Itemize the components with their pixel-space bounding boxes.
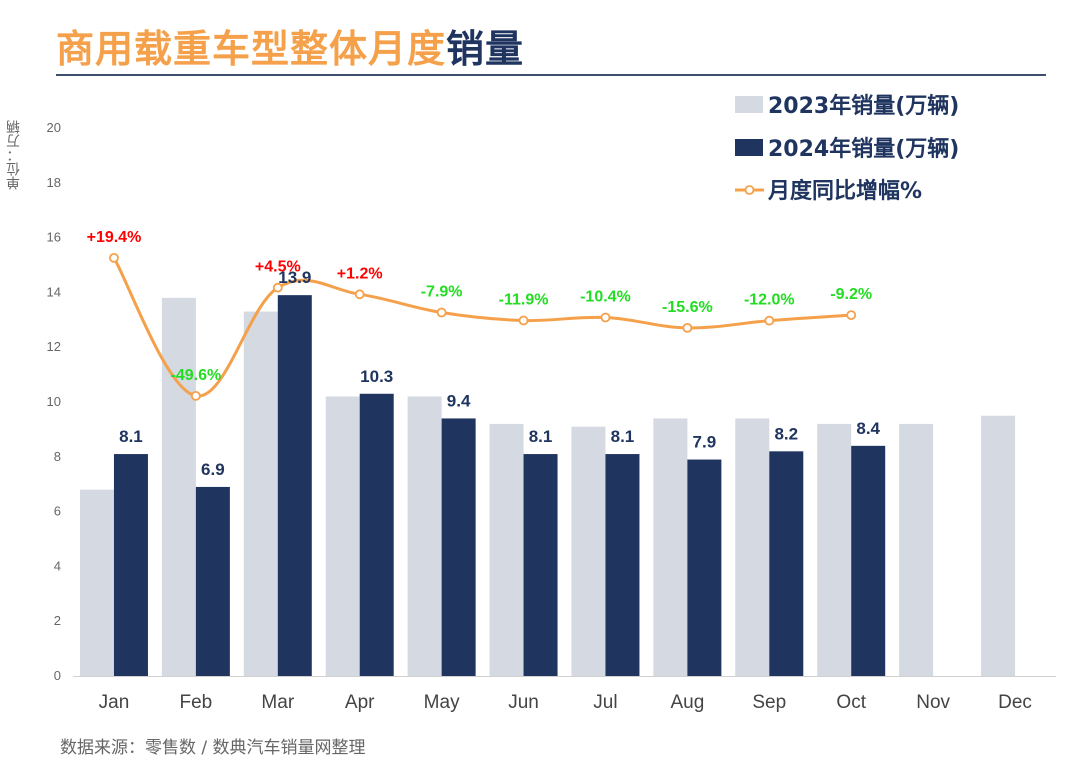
- bar-2024-jun: [523, 454, 558, 676]
- bar-2024-value-label: 8.4: [856, 419, 880, 438]
- yoy-value-label: -11.9%: [499, 292, 549, 309]
- yoy-line-path: [112, 257, 852, 398]
- yoy-value-label: -10.4%: [580, 289, 631, 306]
- bar-2023-dec: [981, 415, 1016, 676]
- bar-2024-may: [441, 418, 476, 676]
- legend-label-2024: 2024年销量(万辆): [768, 136, 959, 162]
- bar-2024-value-label: 8.2: [774, 424, 798, 443]
- yoy-point: [109, 252, 119, 263]
- bar-2024-apr: [359, 393, 394, 676]
- yoy-value-label: +4.5%: [255, 259, 301, 276]
- bar-2024-value-label: 8.1: [529, 427, 553, 446]
- yoy-value-label: -15.6%: [662, 299, 713, 316]
- bar-2024-oct: [851, 445, 886, 676]
- bar-2024-value-label: 10.3: [360, 367, 393, 386]
- bar-2024-value-label: 8.1: [611, 427, 635, 446]
- x-tick-label: Jan: [99, 692, 130, 713]
- bar-2024-value-label: 13.9: [278, 268, 311, 287]
- y-tick-label: 16: [47, 230, 61, 245]
- y-tick-label: 20: [47, 120, 61, 135]
- bar-2024-jul: [605, 454, 640, 676]
- legend-label-yoy: 月度同比增幅%: [767, 178, 922, 204]
- y-tick-label: 10: [47, 394, 61, 409]
- y-tick-label: 8: [54, 449, 61, 464]
- x-tick-label: Apr: [345, 692, 375, 713]
- yoy-point: [436, 307, 447, 318]
- yoy-point: [354, 289, 365, 300]
- x-tick-label: Oct: [836, 692, 866, 713]
- bar-2024-value-label: 9.4: [447, 391, 471, 410]
- title-part-2: 销量: [446, 27, 525, 71]
- bar-2024-sep: [769, 451, 804, 676]
- yoy-point: [518, 315, 529, 326]
- yoy-point: [846, 310, 857, 321]
- legend-swatch-marker: [744, 185, 755, 195]
- source-note: 数据来源：零售数 / 数典汽车销量网整理: [60, 738, 366, 758]
- bar-2024-value-label: 7.9: [693, 433, 717, 452]
- x-tick-label: Feb: [180, 692, 213, 713]
- y-tick-label: 4: [54, 558, 61, 573]
- yoy-value-label: -49.6%: [171, 367, 222, 384]
- yoy-point: [764, 315, 775, 326]
- yoy-value-label: +1.2%: [337, 265, 383, 282]
- title-part-1: 商用载重车型整体月度: [56, 27, 447, 71]
- x-tick-label: Aug: [670, 692, 704, 713]
- y-tick-label: 0: [54, 668, 61, 683]
- chart-title: 商用载重车型整体月度销量: [56, 18, 524, 73]
- data-labels: 8.1 6.9 13.9 10.3 9.4 8.1 8.1 7.9 8.2 8.4 +19.4% -4…: [87, 229, 881, 479]
- y-tick-label: 6: [54, 504, 61, 519]
- bar-2024-mar: [277, 295, 312, 676]
- bar-2023-jun: [489, 423, 524, 676]
- bar-2023-nov: [899, 423, 934, 676]
- bar-2023-jul: [571, 426, 606, 676]
- yoy-point: [272, 282, 283, 293]
- yoy-value-label: +19.4%: [87, 229, 142, 246]
- bar-2023-apr: [325, 396, 360, 676]
- y-tick-label: 2: [54, 613, 61, 628]
- bar-2023-feb: [161, 297, 196, 676]
- bar-2023-jan: [79, 489, 114, 676]
- x-tick-label: May: [424, 692, 460, 713]
- yoy-value-label: -9.2%: [830, 286, 872, 303]
- legend-swatch-2024: [735, 139, 763, 156]
- bar-2024-jan: [113, 454, 148, 676]
- legend-swatch-2023: [735, 96, 763, 113]
- legend-label-2023: 2023年销量(万辆): [768, 93, 959, 119]
- bar-2024-aug: [687, 459, 722, 676]
- yoy-line: [109, 252, 857, 401]
- bar-2024-value-label: 6.9: [201, 460, 225, 479]
- x-tick-label: Mar: [261, 692, 294, 713]
- y-axis: 0 2 4 6 8 10 12 14 16 18 20: [47, 120, 61, 683]
- yoy-point: [190, 390, 201, 401]
- bar-2023-mar: [243, 311, 278, 676]
- legend: 2023年销量(万辆) 2024年销量(万辆) 月度同比增幅%: [735, 93, 959, 204]
- y-tick-label: 12: [47, 339, 61, 354]
- bar-2023-oct: [817, 423, 852, 676]
- bars: [79, 295, 1016, 676]
- bar-2023-sep: [735, 418, 770, 676]
- bar-2023-aug: [653, 418, 688, 676]
- yoy-value-label: -12.0%: [744, 292, 795, 309]
- y-tick-label: 18: [47, 175, 61, 190]
- yoy-value-label: -7.9%: [421, 284, 463, 301]
- bar-2024-feb: [195, 486, 230, 676]
- x-tick-label: Dec: [998, 692, 1032, 713]
- title-divider: [56, 74, 1046, 76]
- x-tick-label: Nov: [916, 692, 950, 713]
- bar-2024-value-label: 8.1: [119, 427, 143, 446]
- x-tick-label: Jul: [593, 692, 617, 713]
- x-tick-label: Jun: [508, 692, 539, 713]
- x-axis: Jan Feb Mar Apr May Jun Jul Aug Sep Oct Nov Dec: [73, 676, 1056, 713]
- x-tick-label: Sep: [752, 692, 786, 713]
- yoy-point: [600, 312, 611, 323]
- yoy-point: [682, 322, 693, 333]
- bar-2023-may: [407, 396, 442, 676]
- y-tick-label: 14: [47, 284, 61, 299]
